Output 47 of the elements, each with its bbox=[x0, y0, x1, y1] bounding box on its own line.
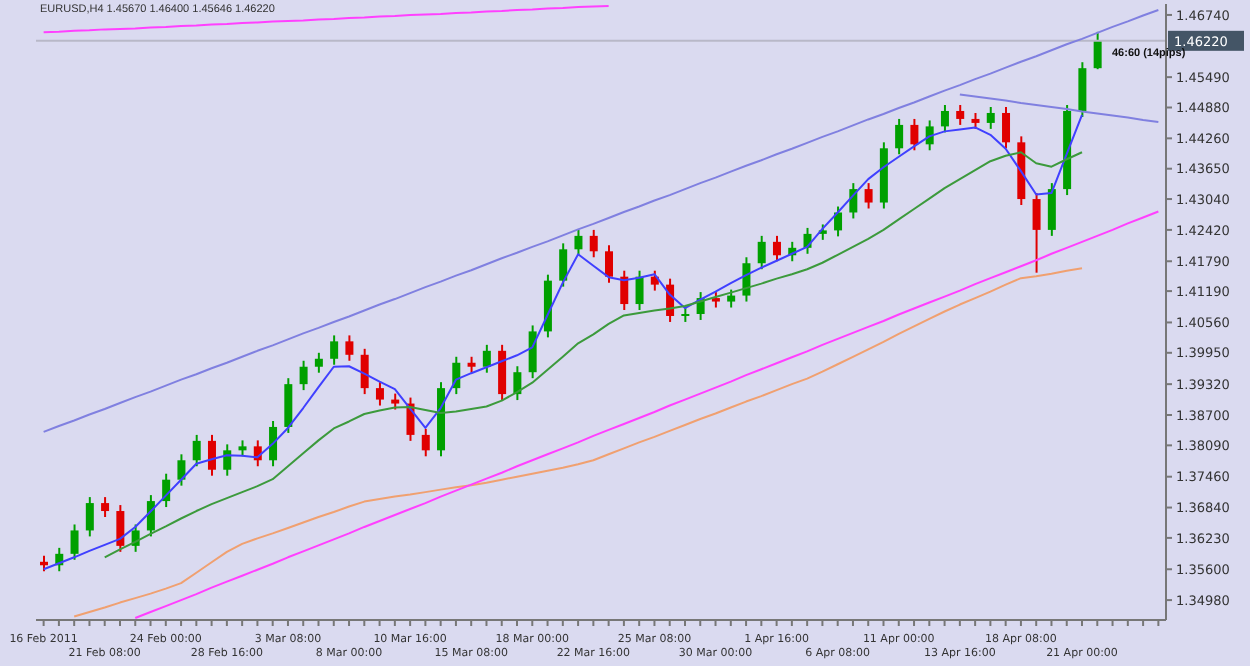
line-series bbox=[73, 267, 1084, 618]
line-series bbox=[42, 4, 610, 34]
candlestick bbox=[940, 104, 949, 134]
candlestick bbox=[345, 334, 354, 362]
candlestick bbox=[1093, 30, 1102, 71]
candlestick bbox=[757, 234, 766, 271]
candlestick bbox=[1032, 192, 1041, 274]
line-series bbox=[103, 151, 1084, 559]
candlestick bbox=[635, 269, 644, 312]
candlestick bbox=[528, 324, 537, 380]
candlestick bbox=[498, 343, 507, 402]
line-series bbox=[42, 113, 1084, 571]
candlestick bbox=[1002, 106, 1011, 150]
candlestick bbox=[360, 347, 369, 396]
candlestick bbox=[421, 427, 430, 458]
candlestick bbox=[864, 182, 873, 210]
candlestick bbox=[559, 242, 568, 288]
candlestick bbox=[85, 496, 94, 538]
candlestick bbox=[986, 106, 995, 130]
candlestick bbox=[589, 228, 598, 259]
candlestick bbox=[772, 234, 781, 263]
candlestick bbox=[513, 365, 522, 402]
candlestick bbox=[299, 359, 308, 392]
candlestick bbox=[284, 377, 293, 434]
candlestick bbox=[620, 269, 629, 312]
candlestick bbox=[314, 351, 323, 374]
candlestick bbox=[910, 117, 919, 152]
candlestick bbox=[70, 523, 79, 561]
candlestick bbox=[116, 504, 125, 553]
candlestick bbox=[1078, 61, 1087, 118]
candlestick bbox=[482, 343, 491, 374]
candlestick bbox=[192, 433, 201, 468]
candlestick bbox=[101, 496, 110, 518]
candlestick bbox=[269, 419, 278, 468]
candlestick bbox=[375, 381, 384, 407]
candlestick bbox=[177, 453, 186, 487]
candlestick bbox=[574, 228, 583, 257]
candlestick bbox=[207, 433, 216, 477]
line-series bbox=[134, 210, 1160, 620]
candlestick bbox=[330, 334, 339, 366]
candlestick bbox=[131, 523, 140, 553]
candlestick bbox=[1047, 182, 1056, 237]
candlestick bbox=[956, 104, 965, 126]
candlestick bbox=[895, 117, 904, 156]
candlestick bbox=[223, 443, 232, 477]
candlestick bbox=[834, 205, 843, 238]
candlestick bbox=[605, 244, 613, 284]
